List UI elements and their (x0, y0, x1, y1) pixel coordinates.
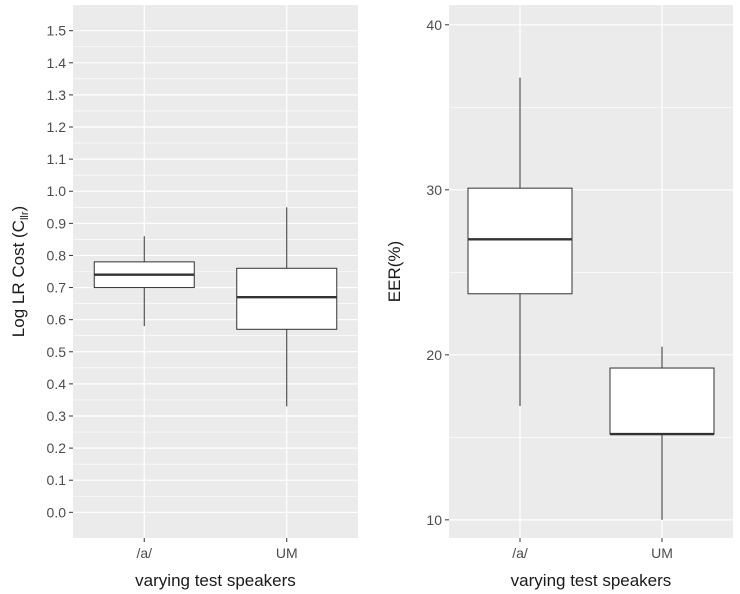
eer-y-axis-title: EER(%) (385, 241, 404, 302)
y-tick-label: 0.8 (47, 247, 67, 263)
llr-cost-boxes (93, 207, 338, 407)
y-tick-label: 0.5 (47, 344, 67, 360)
y-tick-label: 0.3 (47, 408, 67, 424)
y-tick-label: 0.7 (47, 280, 67, 296)
y-tick-label: 20 (426, 347, 442, 363)
box-iqr (236, 267, 338, 330)
y-tick-label: 1.0 (47, 183, 67, 199)
x-tick-label: /a/ (512, 545, 528, 561)
x-tick-label: /a/ (136, 545, 152, 561)
box-iqr (609, 367, 715, 435)
llr-cost-gridlines (73, 5, 358, 538)
eer-y-axis: 10 20 30 40 (426, 17, 449, 528)
eer-panel: 10 20 30 40 /a/UM varying test speakers EER… (385, 5, 733, 590)
y-tick-label: 40 (426, 17, 442, 33)
boxplot-um (609, 346, 715, 520)
eer-x-axis: /a/UM (512, 538, 673, 561)
y-tick-label: 0.9 (47, 215, 67, 231)
y-tick-label: 1.4 (47, 55, 67, 71)
llr-cost-y-axis-title: Log LR Cost (Cllr) (9, 206, 31, 337)
boxplot-um (236, 207, 338, 407)
y-axis-title-main: Log LR Cost (C (9, 220, 28, 337)
boxplot-a (93, 236, 195, 327)
y-tick-label: 30 (426, 182, 442, 198)
y-tick-label: 0.2 (47, 440, 67, 456)
y-tick-label: 0.1 (47, 472, 67, 488)
y-tick-label: 0.4 (47, 376, 67, 392)
y-tick-label: 1.3 (47, 87, 67, 103)
y-tick-label: 1.1 (47, 151, 67, 167)
y-tick-label: 1.5 (47, 23, 67, 39)
y-tick-label: 0.0 (47, 504, 67, 520)
llr-cost-x-axis-title: varying test speakers (135, 571, 296, 590)
y-axis-title-subscript: llr (19, 211, 31, 220)
box-iqr (467, 187, 573, 295)
eer-x-axis-title: varying test speakers (511, 571, 672, 590)
y-tick-label: 0.6 (47, 312, 67, 328)
boxplot-a (467, 77, 573, 406)
y-axis-title-close: ) (9, 206, 28, 212)
x-tick-label: UM (651, 545, 673, 561)
y-tick-label: 10 (426, 512, 442, 528)
y-tick-label: 1.2 (47, 119, 67, 135)
eer-boxes (467, 77, 715, 520)
llr-cost-panel: 0.0 0.1 0.2 0.3 0.4 0.5 0.6 0.7 0.8 0.9 1.0 1.1 1.2 1… (9, 5, 358, 590)
llr-cost-y-axis: 0.0 0.1 0.2 0.3 0.4 0.5 0.6 0.7 0.8 0.9 1.0 1.1 1.2 1… (47, 23, 73, 520)
x-tick-label: UM (276, 545, 298, 561)
llr-cost-x-axis: /a/UM (136, 538, 298, 561)
